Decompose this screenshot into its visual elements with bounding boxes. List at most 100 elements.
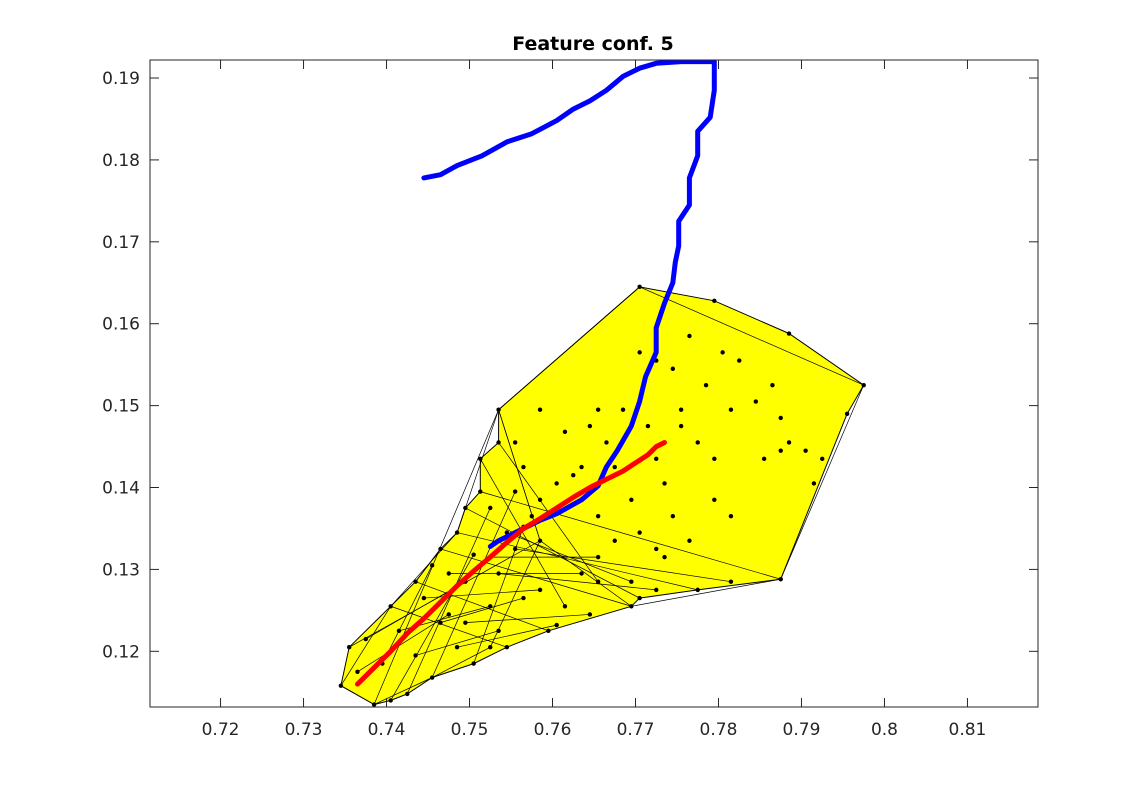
data-point-4: [371, 702, 377, 707]
data-point-12: [421, 595, 427, 601]
data-point-76: [670, 366, 676, 371]
data-point-102: [579, 464, 584, 470]
y-tick-label-5: 0.17: [102, 233, 140, 253]
data-point-18: [446, 571, 451, 576]
data-point-94: [654, 546, 659, 552]
data-point-40: [521, 595, 526, 601]
region-edge-11: [406, 507, 491, 695]
data-point-15: [438, 546, 443, 552]
data-point-72: [637, 350, 642, 355]
region-edge-1: [373, 409, 499, 705]
data-point-103: [537, 497, 543, 502]
data-point-10: [413, 579, 418, 584]
region-edge-10: [390, 554, 474, 701]
data-point-75: [662, 481, 667, 486]
data-point-46: [562, 604, 568, 609]
region-edge-3: [415, 581, 549, 632]
data-point-26: [478, 489, 483, 494]
data-point-38: [512, 489, 518, 494]
data-point-89: [786, 440, 792, 445]
data-point-56: [728, 579, 734, 584]
data-point-51: [629, 604, 634, 609]
region-edge-24: [415, 630, 499, 656]
data-point-105: [521, 464, 526, 470]
x-tick-label-7: 0.79: [783, 720, 821, 740]
data-point-99: [612, 538, 617, 543]
data-point-21: [463, 505, 468, 511]
data-point-47: [579, 571, 584, 576]
data-point-31: [488, 505, 493, 511]
data-point-83: [728, 407, 734, 412]
data-point-74: [654, 456, 659, 462]
data-point-64: [562, 429, 568, 435]
data-point-48: [587, 612, 593, 617]
data-point-68: [604, 440, 609, 445]
region-edge-16: [382, 565, 433, 664]
data-point-23: [463, 620, 468, 625]
y-axis: 0.12 0.13 0.14 0.15 0.16 0.17 0.18 0.19: [102, 69, 1038, 662]
data-point-98: [728, 513, 734, 519]
series-line-0: [421, 60, 717, 549]
data-point-45: [554, 622, 559, 628]
x-tick-label-3: 0.75: [451, 720, 489, 740]
y-tick-label-1: 0.13: [102, 560, 140, 580]
data-point-44: [546, 628, 551, 634]
data-point-59: [712, 298, 717, 303]
y-tick-label-6: 0.18: [102, 151, 140, 171]
data-point-27: [478, 456, 483, 462]
data-point-14: [429, 563, 435, 568]
data-point-52: [629, 579, 634, 584]
data-point-91: [811, 481, 817, 486]
data-point-78: [687, 333, 692, 339]
region-edge-20: [465, 614, 590, 623]
data-point-11: [413, 653, 418, 658]
x-tick-label-6: 0.78: [700, 720, 738, 740]
data-point-80: [703, 382, 709, 388]
data-point-35: [496, 571, 501, 576]
data-point-79: [695, 440, 700, 445]
data-point-33: [496, 407, 501, 412]
data-point-17: [446, 612, 451, 617]
data-point-19: [454, 530, 460, 535]
data-point-32: [496, 440, 501, 445]
data-point-13: [429, 675, 435, 680]
data-point-93: [637, 530, 642, 535]
region-edge-6: [465, 507, 640, 599]
data-point-69: [612, 464, 617, 470]
data-point-42: [537, 538, 543, 543]
data-point-90: [803, 448, 808, 453]
data-point-58: [637, 284, 642, 290]
data-point-57: [778, 577, 783, 582]
region-hull: [340, 286, 865, 706]
data-point-43: [537, 587, 543, 593]
x-tick-label-5: 0.77: [617, 720, 655, 740]
data-point-65: [571, 473, 576, 478]
data-point-9: [405, 691, 410, 697]
x-tick-label-1: 0.73: [285, 720, 323, 740]
data-point-109: [778, 448, 783, 453]
series-layer: [355, 60, 717, 687]
data-point-108: [678, 423, 684, 429]
data-point-66: [587, 423, 593, 429]
data-point-84: [737, 358, 742, 363]
data-point-1: [346, 645, 352, 650]
x-tick-label-8: 0.8: [871, 720, 898, 740]
data-point-20: [454, 645, 460, 650]
data-point-104: [512, 440, 518, 445]
data-point-100: [595, 513, 601, 519]
data-point-77: [678, 407, 684, 412]
data-point-71: [629, 497, 634, 502]
region-edge-27: [515, 548, 731, 583]
region-edge-7: [480, 491, 781, 580]
region-edge-25: [440, 597, 524, 623]
data-point-70: [620, 407, 626, 412]
data-point-24: [471, 661, 476, 666]
data-point-3: [363, 636, 368, 642]
data-point-0: [338, 683, 344, 688]
data-point-86: [761, 456, 767, 462]
y-tick-label-3: 0.15: [102, 397, 140, 417]
region-edge-14: [357, 614, 449, 673]
data-point-97: [712, 497, 717, 502]
x-tick-label-4: 0.76: [534, 720, 572, 740]
